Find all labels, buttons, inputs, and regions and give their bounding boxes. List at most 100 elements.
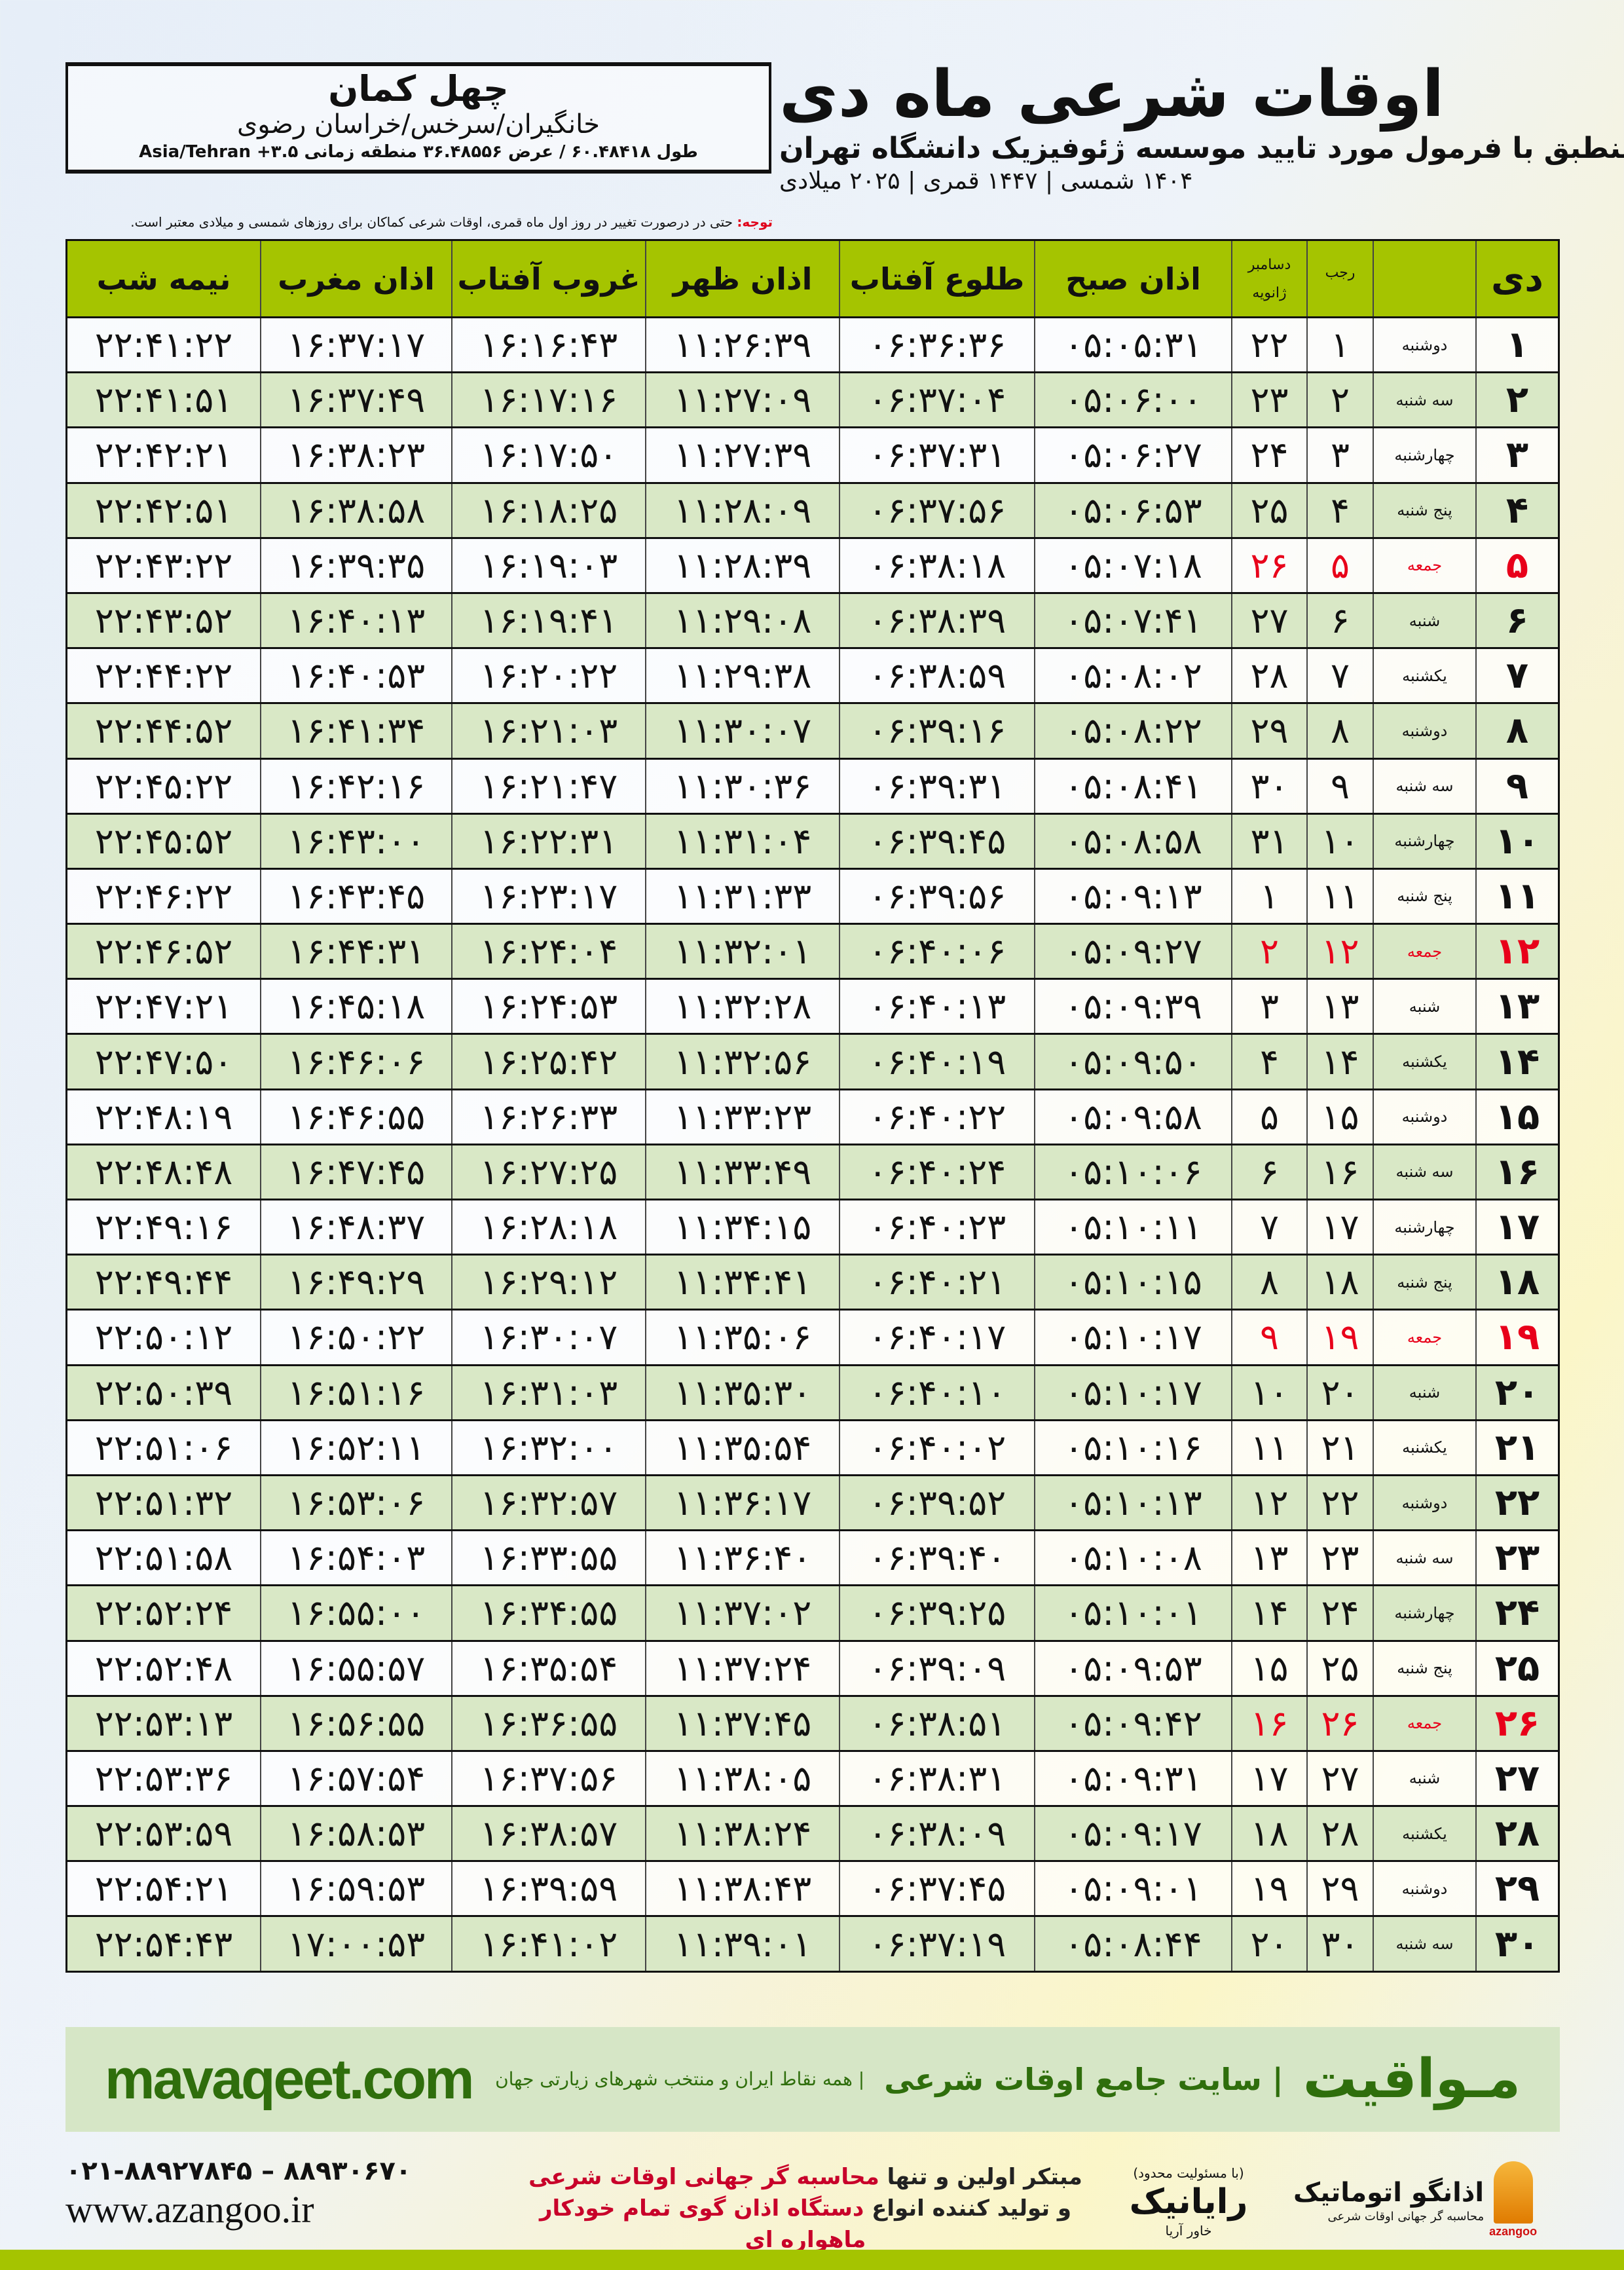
contact-block: ۰۲۱-۸۸۹۲۷۸۴۵ – ۸۸۹۳۰۶۷۰ www.azangoo.ir [65, 2155, 498, 2232]
cell-gregorian: ۱۱ [1231, 1421, 1306, 1474]
cell-fajr: ۰۵:۱۰:۰۶ [1034, 1145, 1231, 1199]
cell-midnight: ۲۲:۵۱:۳۲ [94, 1482, 233, 1524]
cell-sunrise: ۰۶:۳۸:۱۸ [839, 538, 1034, 592]
cell-rajab: ۲۴ [1306, 1586, 1373, 1640]
cell-sunrise: ۰۶:۳۹:۱۶ [839, 704, 1034, 758]
cell-fajr: ۰۵:۱۰:۱۶ [1034, 1421, 1231, 1474]
cell-weekday: یکشنبه [1373, 1035, 1475, 1088]
cell-sunrise: ۰۶:۳۷:۰۴ [839, 373, 1034, 427]
azangoo-sub: محاسبه گر جهانی اوقات شرعی [1327, 2209, 1485, 2223]
cell-dhuhr: ۱۱:۳۲:۰۱ [645, 925, 839, 978]
cell-maghrib: ۱۶:۴۰:۱۳ [260, 593, 451, 648]
table-row: ۲۰ شنبه ۲۰ ۱۰ ۰۵:۱۰:۱۷ ۰۶:۴۰:۱۰ ۱۱:۳۵:۳۰ ۱۶:۳۱:… [67, 1366, 1558, 1421]
cell-fajr: ۰۵:۰۷:۱۸ [1034, 538, 1231, 592]
col-midnight: نیمه شب [96, 261, 231, 297]
col-gregorian: دسامبر ژانویه [1231, 241, 1306, 316]
cell-sunrise: ۰۶:۴۰:۰۶ [839, 925, 1034, 978]
table-row: ۱ دوشنبه ۱ ۲۲ ۰۵:۰۵:۳۱ ۰۶:۳۶:۳۶ ۱۱:۲۶:۳۹ ۱۶:۱۶:… [67, 318, 1558, 374]
cell-rajab: ۲۱ [1306, 1421, 1373, 1474]
cell-sunrise: ۰۶:۴۰:۲۱ [839, 1256, 1034, 1309]
cell-sunset: ۱۶:۱۷:۱۶ [451, 373, 645, 427]
cell-fajr: ۰۵:۰۸:۲۲ [1034, 704, 1231, 758]
cell-weekday: دوشنبه [1373, 1476, 1475, 1530]
region-name: خانگیران/سرخس/خراسان رضوی [237, 109, 600, 140]
header-block: اوقات شرعی ماه دی منطبق با فرمول مورد تا… [779, 58, 1624, 196]
cell-sunrise: ۰۶:۳۹:۴۰ [839, 1531, 1034, 1585]
cell-sunrise: ۰۶:۴۰:۰۲ [839, 1421, 1034, 1474]
cell-midnight: ۲۲:۵۳:۵۹ [94, 1813, 233, 1855]
cell-dhuhr: ۱۱:۳۶:۱۷ [645, 1476, 839, 1530]
cell-day: ۲۹ [1475, 1862, 1558, 1916]
city-name: چهل کمان [328, 68, 509, 109]
cell-weekday: سه شنبه [1373, 1917, 1475, 1971]
cell-day: ۲ [1475, 373, 1558, 427]
cell-sunrise: ۰۶:۴۰:۱۳ [839, 980, 1034, 1033]
cell-maghrib: ۱۶:۵۳:۰۶ [260, 1476, 451, 1530]
cell-maghrib: ۱۶:۳۸:۲۳ [260, 428, 451, 482]
cell-sunset: ۱۶:۱۶:۴۳ [451, 318, 645, 372]
cell-weekday: یکشنبه [1373, 1421, 1475, 1474]
cell-weekday: چهارشنبه [1373, 1200, 1475, 1254]
cell-weekday: دوشنبه [1373, 704, 1475, 758]
col-dhuhr: اذان ظهر [645, 241, 839, 316]
cell-day: ۵ [1475, 538, 1558, 592]
brand-slogan-secondary: | همه نقاط ایران و منتخب شهرهای زیارتی ج… [495, 2068, 865, 2090]
table-row: ۱۴ یکشنبه ۱۴ ۴ ۰۵:۰۹:۵۰ ۰۶:۴۰:۱۹ ۱۱:۳۲:۵۶ ۱۶:۲۵… [67, 1035, 1558, 1090]
cell-dhuhr: ۱۱:۳۸:۲۴ [645, 1807, 839, 1861]
cell-gregorian: ۵ [1231, 1090, 1306, 1144]
cell-midnight: ۲۲:۴۷:۲۱ [94, 986, 233, 1028]
cell-rajab: ۱۴ [1306, 1035, 1373, 1088]
cell-gregorian: ۲۳ [1231, 373, 1306, 427]
cell-rajab: ۱۱ [1306, 869, 1373, 923]
azangoo-en: azangoo [1489, 2225, 1538, 2238]
cell-fajr: ۰۵:۱۰:۰۱ [1034, 1586, 1231, 1640]
cell-dhuhr: ۱۱:۳۳:۲۳ [645, 1090, 839, 1144]
cell-sunrise: ۰۶:۳۸:۵۱ [839, 1696, 1034, 1750]
cell-midnight: ۲۲:۵۲:۲۴ [94, 1592, 233, 1634]
cell-day: ۲۷ [1475, 1751, 1558, 1806]
note-text: حتی در درصورت تغییر در روز اول ماه قمری،… [130, 214, 737, 230]
cell-sunrise: ۰۶:۳۶:۳۶ [839, 318, 1034, 372]
cell-dhuhr: ۱۱:۳۹:۰۱ [645, 1917, 839, 1971]
cell-sunset: ۱۶:۱۸:۲۵ [451, 483, 645, 537]
azangoo-website[interactable]: www.azangoo.ir [65, 2188, 314, 2231]
cell-midnight: ۲۲:۴۸:۴۸ [94, 1151, 233, 1193]
cell-maghrib: ۱۶:۵۷:۵۴ [260, 1751, 451, 1806]
col-maghrib: اذان مغرب [260, 241, 451, 316]
col-sunset: غروب آفتاب [451, 241, 645, 316]
cell-sunset: ۱۶:۲۲:۳۱ [451, 814, 645, 868]
col-fajr: اذان صبح [1034, 241, 1231, 316]
website-link[interactable]: mavaqeet.com [105, 2048, 475, 2111]
cell-gregorian: ۱۶ [1231, 1696, 1306, 1750]
cell-day: ۲۳ [1475, 1531, 1558, 1585]
brand-logo: مـواقیت [1302, 2048, 1521, 2110]
cell-dhuhr: ۱۱:۳۸:۴۳ [645, 1862, 839, 1916]
cell-midnight: ۲۲:۴۳:۵۲ [94, 600, 233, 642]
cell-rajab: ۶ [1306, 593, 1373, 648]
cell-day: ۲۸ [1475, 1807, 1558, 1861]
note: توجه: حتی در درصورت تغییر در روز اول ماه… [65, 214, 773, 231]
cell-sunrise: ۰۶:۳۷:۱۹ [839, 1917, 1034, 1971]
cell-sunset: ۱۶:۳۲:۰۰ [451, 1421, 645, 1474]
cell-gregorian: ۴ [1231, 1035, 1306, 1088]
cell-day: ۲۴ [1475, 1586, 1558, 1640]
cell-dhuhr: ۱۱:۳۰:۳۶ [645, 759, 839, 813]
cell-midnight: ۲۲:۴۲:۵۱ [94, 489, 233, 531]
cell-day: ۱۵ [1475, 1090, 1558, 1144]
cell-dhuhr: ۱۱:۳۱:۰۴ [645, 814, 839, 868]
table-row: ۸ دوشنبه ۸ ۲۹ ۰۵:۰۸:۲۲ ۰۶:۳۹:۱۶ ۱۱:۳۰:۰۷ ۱۶:۲۱:… [67, 704, 1558, 760]
page-subtitle: منطبق با فرمول مورد تایید موسسه ژئوفیزیک… [779, 132, 1624, 165]
cell-day: ۱۸ [1475, 1256, 1558, 1309]
cell-day: ۲۵ [1475, 1641, 1558, 1695]
cell-gregorian: ۱۴ [1231, 1586, 1306, 1640]
cell-gregorian: ۷ [1231, 1200, 1306, 1254]
cell-sunset: ۱۶:۲۴:۰۴ [451, 925, 645, 978]
col-day: دی [1475, 241, 1558, 316]
cell-maghrib: ۱۶:۳۷:۱۷ [260, 318, 451, 372]
cell-weekday: چهارشنبه [1373, 428, 1475, 482]
azangoo-mark: azangoo [1489, 2161, 1537, 2239]
cell-midnight: ۲۲:۴۱:۵۱ [94, 379, 233, 421]
cell-sunset: ۱۶:۲۳:۱۷ [451, 869, 645, 923]
cell-sunset: ۱۶:۳۲:۵۷ [451, 1476, 645, 1530]
cell-fajr: ۰۵:۰۹:۵۳ [1034, 1641, 1231, 1695]
